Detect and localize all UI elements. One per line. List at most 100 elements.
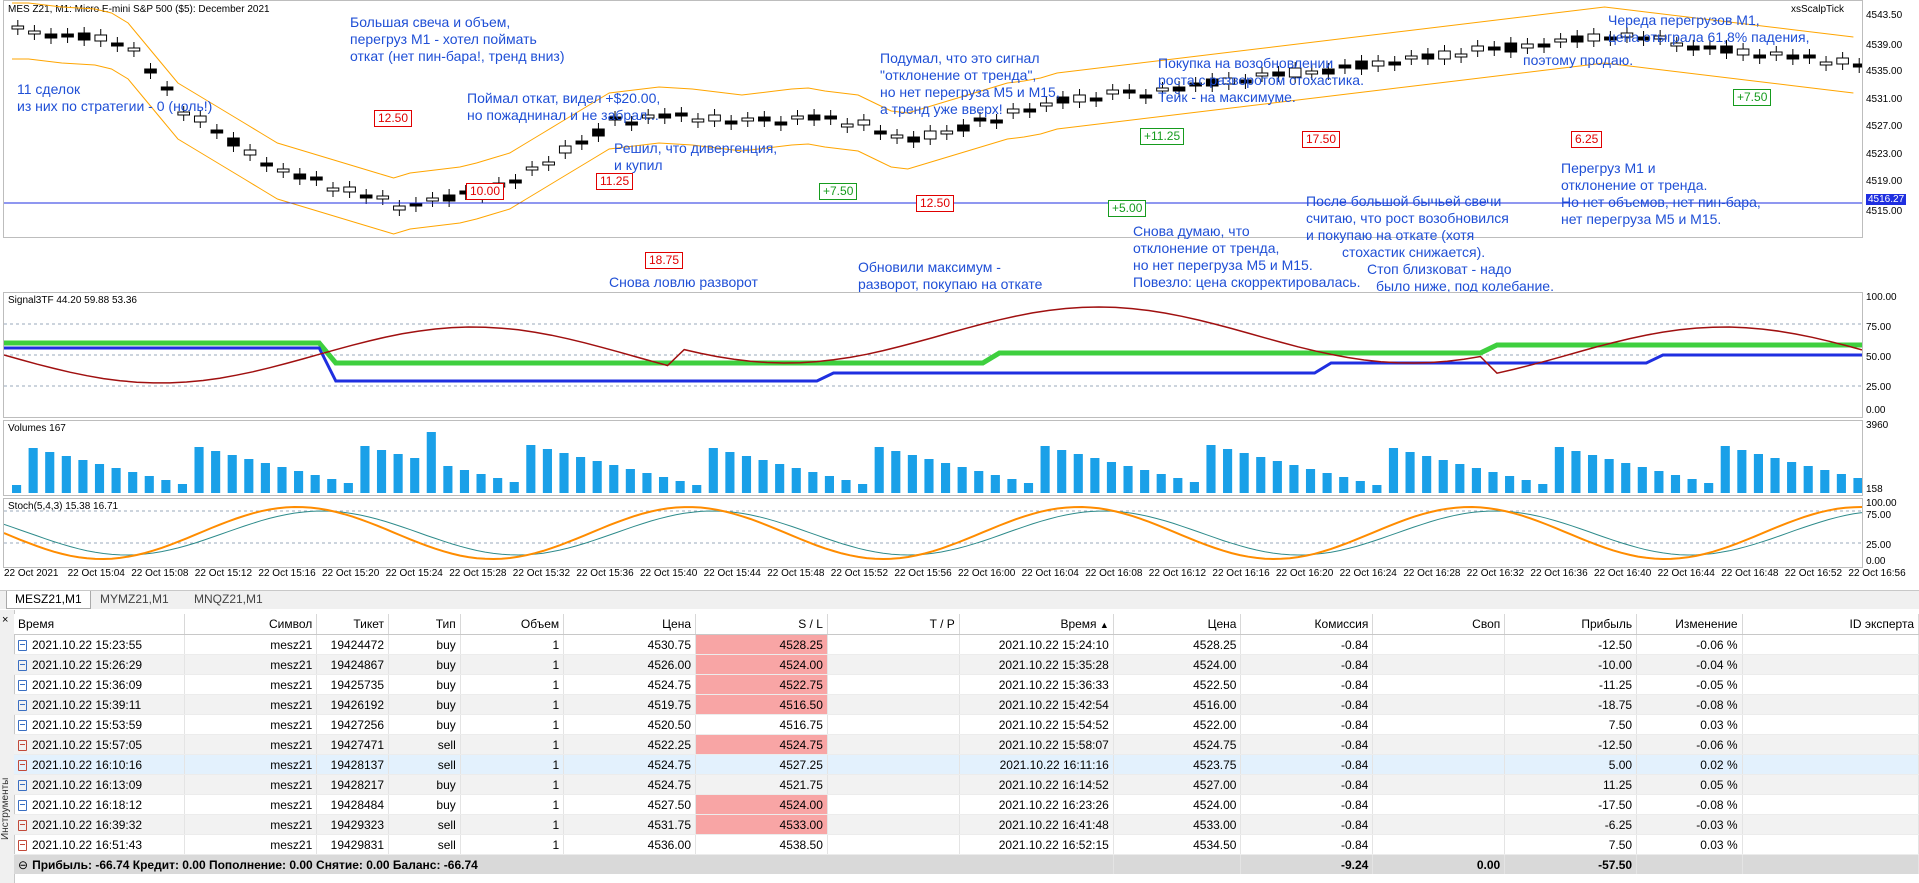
bollinger-lower-line xyxy=(12,58,1854,235)
annotation-overload-deviation: Перегруз М1 и отклонение от тренда. Но н… xyxy=(1561,160,1761,228)
candle-body xyxy=(193,115,207,123)
cell-open-price: 4524.75 xyxy=(563,754,697,775)
col-header-open-time[interactable]: Время xyxy=(14,614,186,635)
annotation-catch-reversal: Снова ловлю разворот xyxy=(609,274,758,290)
candle-body xyxy=(1073,94,1086,103)
col-header-open-price[interactable]: Цена xyxy=(563,614,697,635)
table-row[interactable]: 2021.10.22 15:39:11 mesz21 19426192 buy 1 451… xyxy=(14,694,1919,715)
col-header-ticket[interactable]: Тикет xyxy=(316,614,390,635)
table-row[interactable]: 2021.10.22 15:57:05 mesz21 19427471 sell 1 45… xyxy=(14,734,1919,755)
candle-body xyxy=(1670,42,1684,47)
signal-pane[interactable]: Signal3TF 44.20 59.88 53.36 xyxy=(3,292,1863,418)
candle-body xyxy=(1736,48,1750,56)
cell-type: buy xyxy=(388,634,461,655)
table-row[interactable]: 2021.10.22 16:51:43 mesz21 19429831 sell 1 45… xyxy=(14,834,1919,855)
table-row[interactable]: 2021.10.22 16:10:16 mesz21 19428137 sell 1 45… xyxy=(14,754,1919,775)
price-scale[interactable]: 4543.50 4539.00 4535.00 4531.00 4527.00 … xyxy=(1864,0,1919,238)
cell-open-time: 2021.10.22 15:23:55 xyxy=(14,634,186,655)
candle-body xyxy=(127,47,141,52)
table-row[interactable]: 2021.10.22 16:39:32 mesz21 19429323 sell 1 45… xyxy=(14,814,1919,835)
candle-body xyxy=(840,123,854,128)
col-header-change[interactable]: Изменение xyxy=(1636,614,1743,635)
col-header-close-time[interactable]: Время ▲ xyxy=(959,614,1114,635)
volume-bar xyxy=(1223,449,1233,493)
annotation-line: Обновили максимум - xyxy=(858,259,1001,275)
cell-sl: 4524.00 xyxy=(695,654,828,675)
col-header-profit[interactable]: Прибыль xyxy=(1504,614,1638,635)
time-tick: 22 Oct 16:08 xyxy=(1085,568,1143,579)
volume-bar xyxy=(542,449,552,493)
candle-body xyxy=(44,33,58,39)
signal-scale[interactable]: 100.00 75.00 50.00 25.00 0.00 xyxy=(1864,292,1919,418)
table-row[interactable]: 2021.10.22 15:53:59 mesz21 19427256 buy 1 452… xyxy=(14,714,1919,735)
stoch-scale[interactable]: 100.00 75.00 25.00 0.00 xyxy=(1864,498,1919,568)
stoch-pane[interactable]: Stoch(5,4,3) 15.38 16.71 xyxy=(3,498,1863,568)
chart-area[interactable]: MES Z21, M1: Micro E-mini S&P 500 ($5): … xyxy=(0,0,1919,580)
cell-open-time: 2021.10.22 16:10:16 xyxy=(14,754,186,775)
volume-bar xyxy=(1372,485,1382,493)
col-header-symbol[interactable]: Символ xyxy=(184,614,318,635)
cell-swap xyxy=(1372,774,1506,795)
time-tick: 22 Oct 16:16 xyxy=(1212,568,1270,579)
table-row[interactable]: 2021.10.22 15:36:09 mesz21 19425735 buy 1 452… xyxy=(14,674,1919,695)
cell-change: -0.08 % xyxy=(1636,694,1743,715)
tab-mnqz21[interactable]: MNQZ21,M1 xyxy=(194,592,263,606)
tab-mesz21[interactable]: MESZ21,M1 xyxy=(6,591,91,609)
table-row[interactable]: 2021.10.22 16:13:09 mesz21 19428217 buy 1 452… xyxy=(14,774,1919,795)
cell-sl: 4516.75 xyxy=(695,714,828,735)
price-tick: 4527.00 xyxy=(1866,121,1903,132)
chart-tabs: MESZ21,M1 MYMZ21,M1 MNQZ21,M1 xyxy=(0,590,1919,609)
annotation-line: Решил, что дивергенция, xyxy=(614,140,778,156)
col-header-expert-id[interactable]: ID эксперта xyxy=(1742,614,1919,635)
annotation-line: После большой бычьей свечи xyxy=(1306,193,1502,209)
col-header-close-time-label: Время xyxy=(1060,617,1097,631)
candle-body xyxy=(1122,89,1136,94)
cell-symbol: mesz21 xyxy=(184,814,318,835)
volume-bar xyxy=(45,452,55,493)
candle-body xyxy=(1322,68,1335,75)
table-row[interactable]: 2021.10.22 15:26:29 mesz21 19424867 buy 1 452… xyxy=(14,654,1919,675)
col-header-tp[interactable]: T / P xyxy=(827,614,960,635)
time-tick: 22 Oct 16:24 xyxy=(1339,568,1397,579)
indicator-name: xsScalpTick xyxy=(1791,4,1844,15)
candle-body xyxy=(625,121,638,126)
col-header-swap[interactable]: Своп xyxy=(1372,614,1506,635)
candle-body xyxy=(1156,87,1169,92)
cell-swap xyxy=(1372,734,1506,755)
col-header-sl[interactable]: S / L xyxy=(695,614,828,635)
col-header-close-price[interactable]: Цена xyxy=(1113,614,1242,635)
candle-body xyxy=(426,197,439,202)
cell-commission: -0.84 xyxy=(1240,694,1374,715)
collapse-icon[interactable]: ⊖ xyxy=(18,857,29,872)
col-header-volume[interactable]: Объем xyxy=(460,614,565,635)
cell-commission: -0.84 xyxy=(1240,834,1374,855)
cell-open-price: 4530.75 xyxy=(563,634,697,655)
total-commission: -9.24 xyxy=(1240,854,1374,874)
tab-mymz21[interactable]: MYMZ21,M1 xyxy=(100,592,169,606)
time-axis[interactable]: 22 Oct 2021 22 Oct 15:04 22 Oct 15:08 22 Oc… xyxy=(0,568,1919,580)
cell-profit: -12.50 xyxy=(1504,634,1638,655)
candle-body xyxy=(923,130,937,140)
volume-bar xyxy=(509,482,519,493)
table-row[interactable]: 2021.10.22 16:18:12 mesz21 19428484 buy 1 452… xyxy=(14,794,1919,815)
total-summary: ⊖ Прибыль: -66.74 Кредит: 0.00 Пополнение… xyxy=(14,854,1114,874)
col-header-type[interactable]: Тип xyxy=(388,614,461,635)
candle-body xyxy=(1803,54,1816,59)
cell-close-time: 2021.10.22 16:14:52 xyxy=(959,774,1114,795)
cell-open-time: 2021.10.22 16:39:32 xyxy=(14,814,186,835)
cell-change: -0.04 % xyxy=(1636,654,1743,675)
annotation-line: Перегруз М1 и xyxy=(1561,160,1656,176)
close-icon[interactable]: × xyxy=(2,614,9,626)
candle-body xyxy=(857,119,871,126)
time-tick: 22 Oct 15:52 xyxy=(830,568,889,579)
cell-type: sell xyxy=(388,754,461,775)
candle-body xyxy=(276,168,290,173)
table-row[interactable]: 2021.10.22 15:23:55 mesz21 19424472 buy 1 453… xyxy=(14,634,1919,655)
col-header-commission[interactable]: Комиссия xyxy=(1240,614,1374,635)
volume-label: Volumes 167 xyxy=(8,423,66,434)
annotation-line: стохастик снижается). xyxy=(1342,244,1486,260)
toolbox-sidebar[interactable]: × Инструменты xyxy=(0,610,15,883)
cell-change: 0.03 % xyxy=(1636,834,1743,855)
volume-pane[interactable]: Volumes 167 xyxy=(3,420,1863,496)
volume-scale[interactable]: 3960 158 xyxy=(1864,420,1919,496)
